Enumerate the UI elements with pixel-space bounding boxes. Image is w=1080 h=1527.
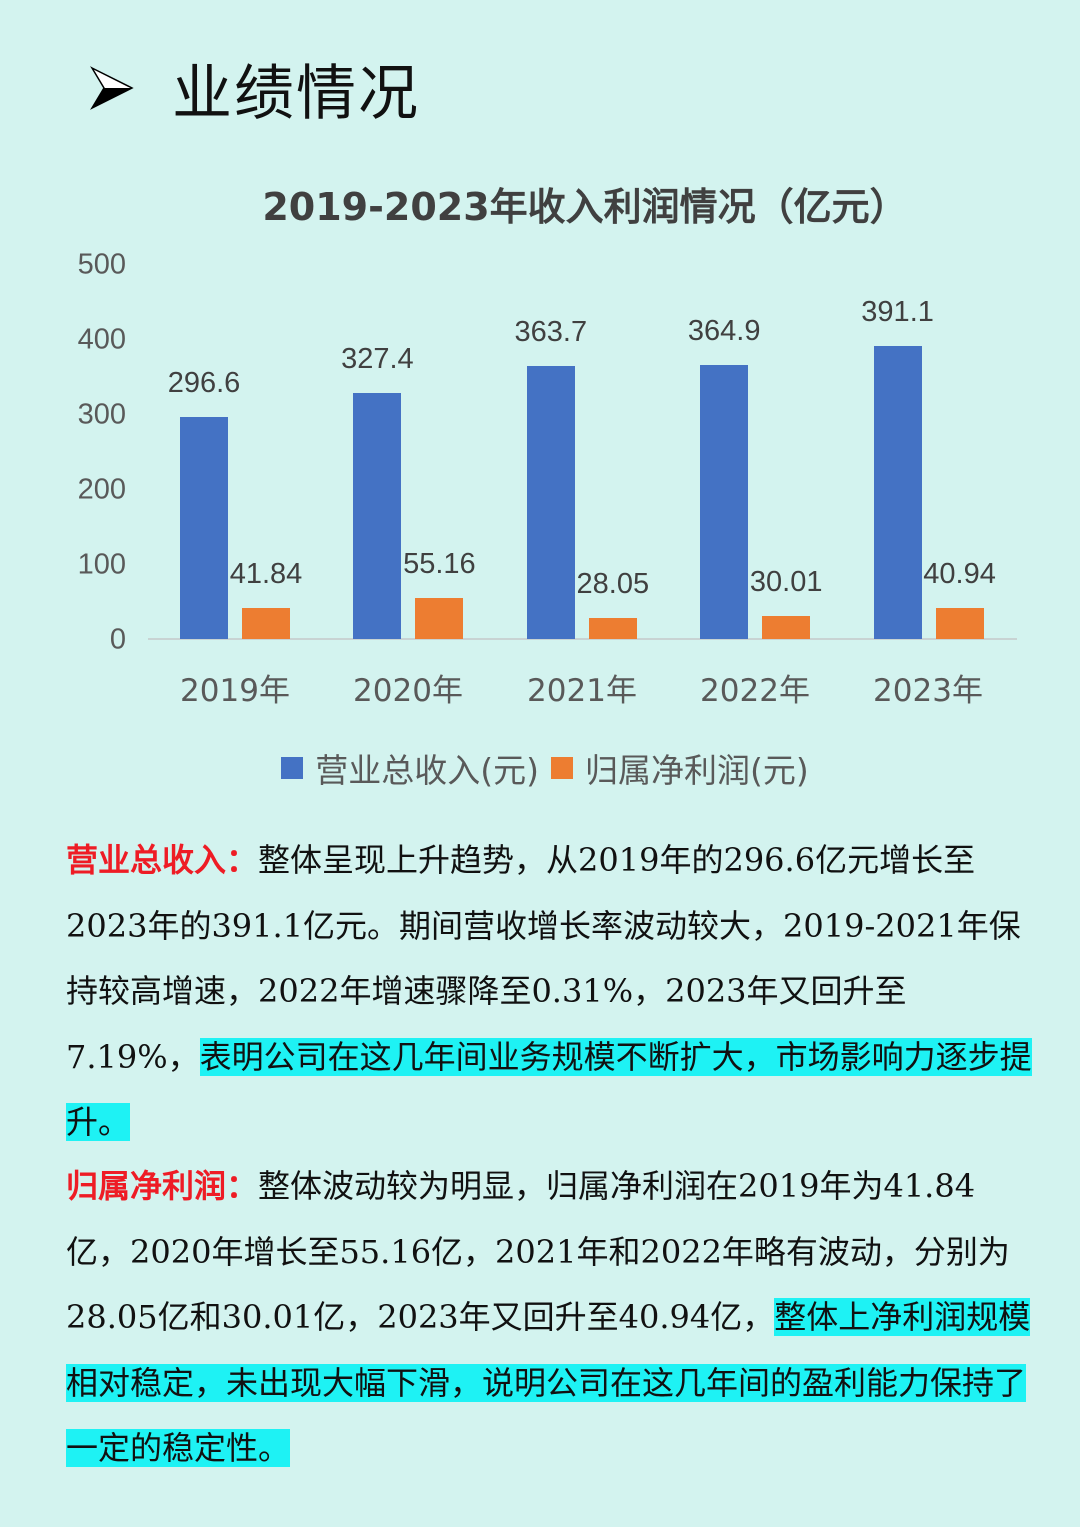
data-label: 364.9 — [687, 315, 761, 348]
revenue-lead-label: 营业总收入： — [66, 841, 259, 879]
x-tick: 2023年 — [873, 673, 983, 709]
data-label: 30.01 — [749, 566, 823, 599]
legend-label: 归属净利润(元) — [585, 751, 809, 790]
revenue-bar — [353, 393, 402, 639]
data-label: 327.4 — [341, 343, 414, 376]
revenue-body: 整体呈现上升趋势，从2019年的296.6亿元增长至2023年的391.1亿元。… — [66, 841, 1021, 1076]
profit-bar — [242, 607, 290, 639]
chart-legend: 营业总收入(元) 归属净利润(元) — [0, 744, 1080, 792]
x-tick: 2019年 — [180, 673, 290, 709]
chart-title: 2019-2023年收入利润情况（亿元） — [262, 185, 908, 229]
legend-item-profit: 归属净利润(元) — [551, 744, 809, 792]
x-tick: 2022年 — [700, 673, 810, 709]
revenue-bar — [700, 365, 749, 639]
profit-bar — [415, 597, 464, 639]
profit-bar — [762, 616, 811, 639]
y-tick: 300 — [77, 398, 126, 431]
legend-item-revenue: 营业总收入(元) — [281, 744, 539, 792]
x-tick: 2020年 — [353, 673, 463, 709]
data-label: 296.6 — [167, 366, 241, 399]
data-label: 363.7 — [514, 316, 588, 349]
revenue-paragraph: 营业总收入：整体呈现上升趋势，从2019年的296.6亿元增长至2023年的39… — [66, 828, 1036, 1156]
profit-body: 整体波动较为明显，归属净利润在2019年为41.84亿，2020年增长至55.1… — [66, 1167, 1010, 1336]
legend-swatch-revenue — [281, 757, 304, 779]
y-tick: 0 — [109, 623, 126, 656]
revenue-highlight: 表明公司在这几年间业务规模不断扩大，市场影响力逐步提升。 — [66, 1037, 1032, 1141]
section-heading: 业绩情况 — [90, 48, 420, 129]
profit-paragraph: 归属净利润：整体波动较为明显，归属净利润在2019年为41.84亿，2020年增… — [66, 1154, 1036, 1482]
y-tick: 200 — [77, 473, 126, 506]
profit-bar — [935, 608, 984, 639]
heading-title: 业绩情况 — [172, 58, 420, 129]
y-tick: 500 — [77, 248, 126, 281]
x-axis-line — [148, 638, 1017, 640]
data-label: 41.84 — [229, 557, 303, 590]
revenue-bar — [180, 416, 228, 639]
data-label: 391.1 — [861, 295, 934, 328]
legend-swatch-profit — [551, 757, 573, 779]
x-tick: 2021年 — [527, 673, 637, 709]
y-tick: 400 — [77, 323, 126, 356]
data-label: 28.05 — [576, 567, 650, 600]
revenue-bar — [526, 366, 575, 639]
arrowhead-bullet-icon — [90, 66, 134, 110]
y-tick: 100 — [77, 548, 126, 581]
profit-bar — [588, 617, 637, 639]
data-label: 55.16 — [403, 547, 476, 580]
profit-lead-label: 归属净利润： — [66, 1167, 259, 1205]
legend-label: 营业总收入(元) — [315, 751, 539, 790]
revenue-bar — [873, 345, 922, 639]
data-label: 40.94 — [923, 558, 996, 591]
